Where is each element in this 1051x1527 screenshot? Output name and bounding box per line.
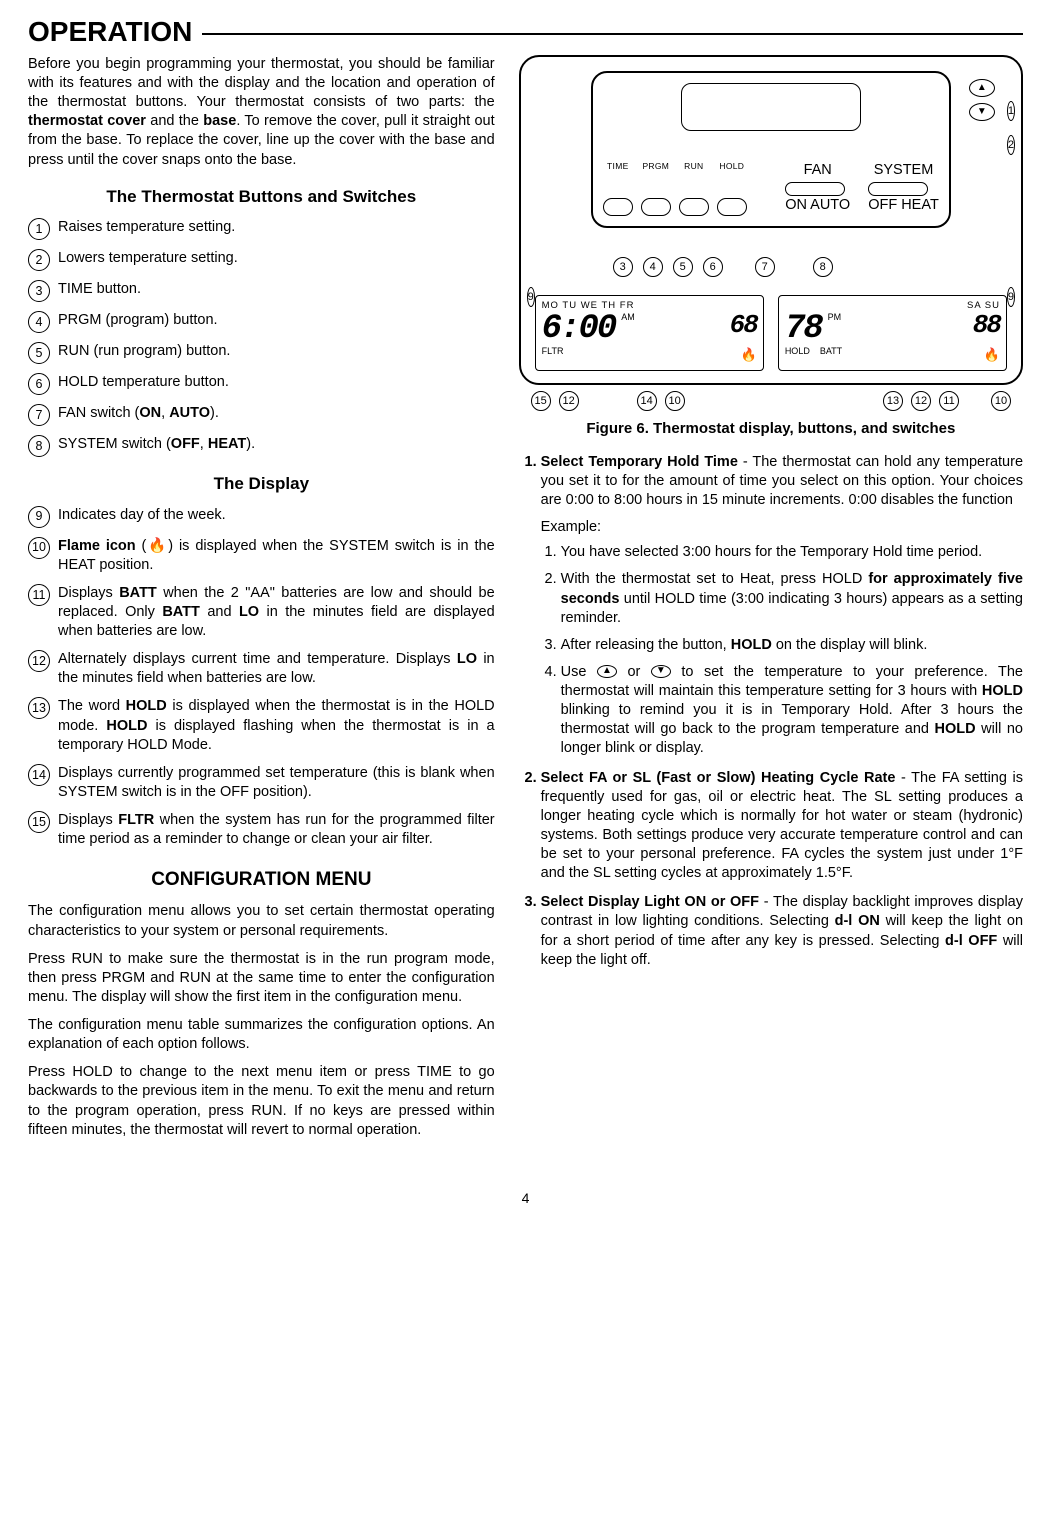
- config-p1: The configuration menu allows you to set…: [28, 902, 495, 940]
- thermostat-diagram: ▲ ▼ TIME PRGM RUN HOLD: [519, 55, 1023, 385]
- system-switch[interactable]: SYSTEM OFF HEAT: [868, 161, 939, 215]
- updown-group: ▲ ▼: [969, 79, 995, 121]
- prgm-button[interactable]: [641, 198, 671, 216]
- circ-3: 3: [28, 280, 50, 302]
- time-button[interactable]: [603, 198, 633, 216]
- page-title: OPERATION: [28, 14, 1023, 51]
- up-button[interactable]: ▲: [969, 79, 995, 97]
- buttons-list: 1Raises temperature setting. 2Lowers tem…: [28, 218, 495, 457]
- up-icon: ▲: [597, 665, 617, 678]
- display-heading: The Display: [28, 473, 495, 495]
- config-p2: Press RUN to make sure the thermostat is…: [28, 950, 495, 1007]
- btn-labels: TIME PRGM RUN HOLD: [603, 161, 747, 172]
- callout-2: 2: [1007, 135, 1015, 155]
- lcd-screen: [681, 83, 861, 131]
- circ-6: 6: [28, 373, 50, 395]
- opt-2: Select FA or SL (Fast or Slow) Heating C…: [541, 769, 1023, 884]
- intro-para: Before you begin programming your thermo…: [28, 55, 495, 170]
- fan-switch[interactable]: FAN ON AUTO: [785, 161, 850, 215]
- circ-2: 2: [28, 249, 50, 271]
- buttons-heading: The Thermostat Buttons and Switches: [28, 186, 495, 208]
- config-p4: Press HOLD to change to the next menu it…: [28, 1063, 495, 1140]
- title-text: OPERATION: [28, 14, 192, 51]
- lcd-left: MO TU WE TH FR 6:00 AM 68 FLTR 🔥: [535, 295, 764, 371]
- hold-button[interactable]: [717, 198, 747, 216]
- run-button[interactable]: [679, 198, 709, 216]
- down-button[interactable]: ▼: [969, 103, 995, 121]
- display-list: 9Indicates day of the week. 10Flame icon…: [28, 506, 495, 850]
- opt-1: Select Temporary Hold Time - The thermos…: [541, 453, 1023, 759]
- circ-5: 5: [28, 342, 50, 364]
- opt-3: Select Display Light ON or OFF - The dis…: [541, 893, 1023, 970]
- thermostat-body: ▲ ▼ TIME PRGM RUN HOLD: [591, 71, 951, 228]
- circ-1: 1: [28, 218, 50, 240]
- title-rule: [202, 33, 1023, 35]
- callout-1: 1: [1007, 101, 1015, 121]
- config-options: Select Temporary Hold Time - The thermos…: [519, 453, 1023, 970]
- config-p3: The configuration menu table summarizes …: [28, 1016, 495, 1054]
- lcd-right: SA SU 78 PM 88 HOLD BATT 🔥: [778, 295, 1007, 371]
- page-number: 4: [28, 1189, 1023, 1207]
- config-heading: CONFIGURATION MENU: [28, 867, 495, 892]
- circ-8: 8: [28, 435, 50, 457]
- circ-4: 4: [28, 311, 50, 333]
- circ-7: 7: [28, 404, 50, 426]
- down-icon: ▼: [651, 665, 671, 678]
- figure-caption: Figure 6. Thermostat display, buttons, a…: [519, 419, 1023, 439]
